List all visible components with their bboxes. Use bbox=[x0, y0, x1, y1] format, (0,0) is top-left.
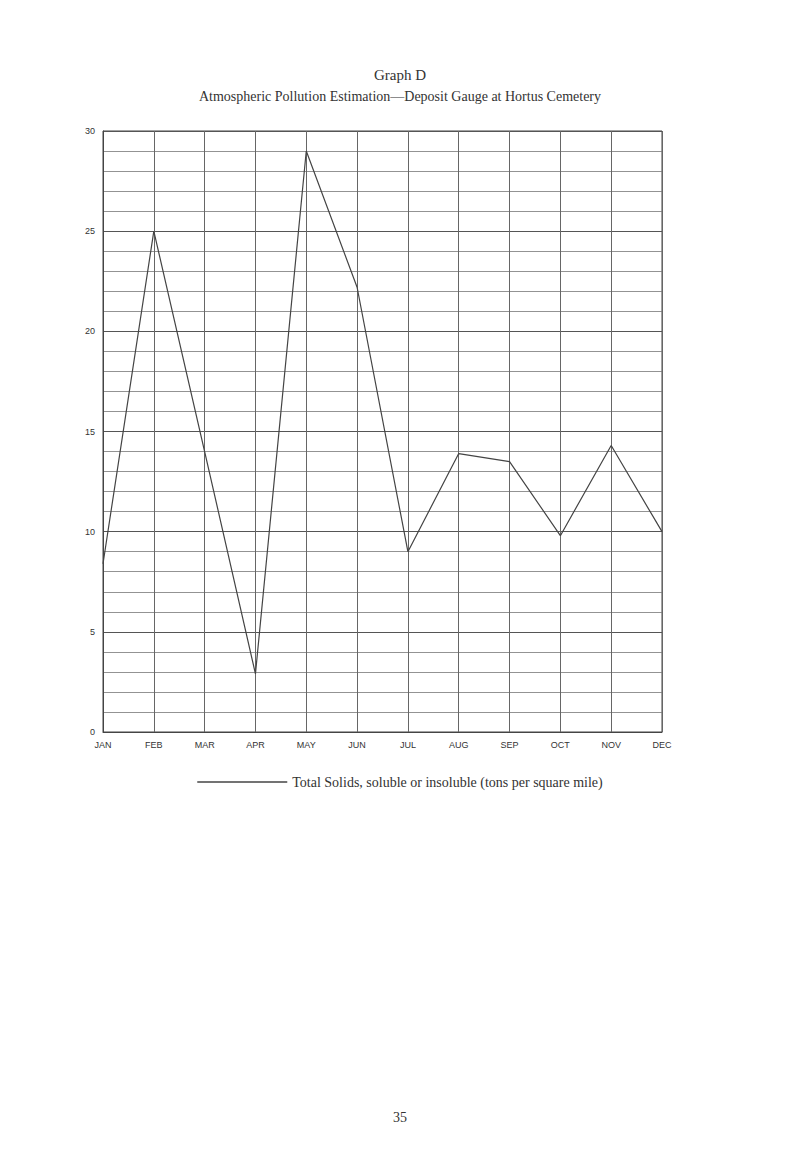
svg-text:DEC: DEC bbox=[652, 740, 672, 750]
svg-text:25: 25 bbox=[85, 226, 95, 236]
svg-text:30: 30 bbox=[85, 126, 95, 136]
svg-text:JUN: JUN bbox=[348, 740, 366, 750]
svg-text:NOV: NOV bbox=[601, 740, 621, 750]
svg-text:Atmospheric Pollution Estimati: Atmospheric Pollution Estimation—Deposit… bbox=[199, 89, 601, 104]
svg-text:OCT: OCT bbox=[551, 740, 571, 750]
svg-text:JAN: JAN bbox=[94, 740, 111, 750]
svg-text:5: 5 bbox=[90, 627, 95, 637]
svg-text:0: 0 bbox=[90, 727, 95, 737]
svg-text:SEP: SEP bbox=[501, 740, 519, 750]
svg-text:35: 35 bbox=[393, 1110, 407, 1125]
svg-text:Total Solids, soluble or insol: Total Solids, soluble or insoluble (tons… bbox=[292, 775, 603, 791]
svg-text:AUG: AUG bbox=[449, 740, 469, 750]
svg-text:15: 15 bbox=[85, 427, 95, 437]
svg-text:10: 10 bbox=[85, 527, 95, 537]
svg-text:MAR: MAR bbox=[195, 740, 216, 750]
svg-text:Graph D: Graph D bbox=[374, 67, 426, 83]
svg-text:APR: APR bbox=[246, 740, 265, 750]
svg-text:MAY: MAY bbox=[297, 740, 316, 750]
svg-text:FEB: FEB bbox=[145, 740, 163, 750]
svg-text:JUL: JUL bbox=[400, 740, 416, 750]
svg-text:20: 20 bbox=[85, 326, 95, 336]
